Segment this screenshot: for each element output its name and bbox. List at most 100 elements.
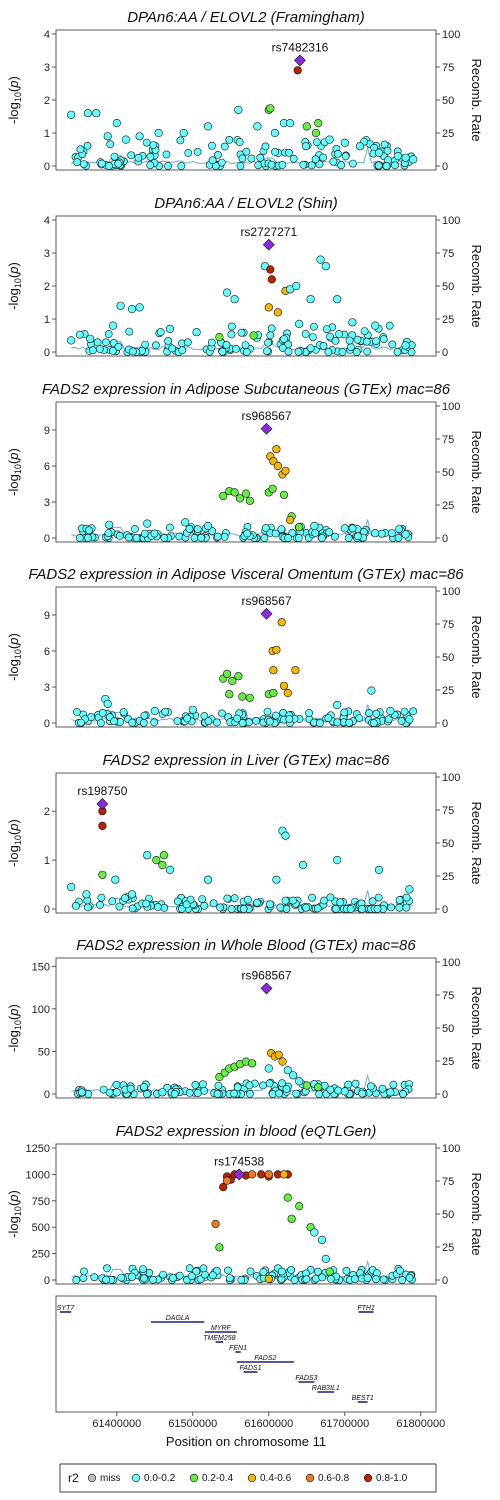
x-tick-label: 61500000	[168, 1418, 217, 1430]
snp-point	[308, 333, 317, 341]
snp-point	[353, 532, 362, 541]
snp-point	[159, 1270, 167, 1279]
snp-point	[111, 875, 120, 884]
snp-point	[98, 709, 107, 717]
snp-point	[213, 1090, 222, 1098]
snp-point	[278, 344, 287, 352]
snp-point	[225, 690, 234, 699]
gene-label: SYT7	[57, 1305, 76, 1312]
snp-point	[125, 327, 134, 336]
snp-point	[233, 1083, 242, 1092]
snp-point	[401, 153, 410, 162]
panel-title: FADS2 expression in Adipose Subcutaneous…	[42, 381, 451, 398]
y2-tick-label: 25	[442, 128, 454, 140]
snp-point	[232, 344, 240, 353]
snp-point	[275, 1089, 283, 1098]
y-tick-label: 3	[44, 497, 50, 509]
y2-tick-label: 0	[442, 904, 448, 916]
snp-point	[199, 1264, 208, 1273]
snp-point	[158, 1088, 167, 1097]
snp-point	[393, 347, 402, 356]
snp-point	[369, 719, 378, 727]
y2-tick-label: 25	[442, 685, 454, 697]
y2-axis-label: Recomb. Rate	[469, 986, 484, 1069]
snp-point	[374, 161, 383, 170]
snp-point	[405, 715, 414, 724]
y-axis-label: -log10(p)	[6, 76, 23, 124]
snp-point	[213, 150, 222, 159]
snp-point	[387, 529, 396, 538]
y-tick-label: 0	[44, 904, 50, 916]
snp-point	[142, 899, 151, 908]
snp-point	[389, 1080, 398, 1089]
lead-snp-label: rs968567	[241, 409, 291, 423]
snp-point	[214, 1081, 223, 1090]
snp-point	[105, 162, 113, 170]
legend-swatch	[87, 1473, 97, 1483]
snp-point	[230, 295, 239, 304]
snp-point	[384, 715, 393, 724]
snp-point	[401, 341, 410, 350]
snp-point	[105, 520, 114, 529]
snp-point	[228, 676, 237, 686]
snp-point	[82, 890, 91, 899]
snp-point	[358, 1089, 367, 1098]
snp-point	[200, 1086, 209, 1095]
lead-snp-marker	[233, 1168, 246, 1181]
snp-point	[162, 150, 171, 159]
snp-point	[279, 490, 289, 499]
snp-point	[333, 149, 342, 158]
snp-point	[372, 337, 380, 345]
y-tick-label: 9	[44, 610, 50, 622]
snp-point	[399, 1090, 407, 1098]
snp-point	[295, 319, 304, 329]
y-tick-label: 100	[32, 1004, 50, 1016]
snp-point	[294, 347, 303, 356]
snp-point	[344, 534, 353, 542]
snp-point	[341, 152, 350, 161]
snp-point	[114, 159, 123, 168]
x-tick-label: 61600000	[244, 1418, 293, 1430]
y2-tick-label: 100	[442, 401, 460, 413]
snp-point	[318, 1273, 327, 1282]
snp-point	[150, 718, 158, 727]
snp-point	[402, 893, 411, 902]
snp-point	[207, 338, 216, 347]
x-tick-label: 61800000	[396, 1418, 445, 1430]
snp-point	[270, 128, 280, 138]
snp-point	[245, 1090, 254, 1098]
snp-point	[97, 893, 106, 902]
snp-point	[115, 902, 124, 911]
snp-point	[192, 1267, 201, 1276]
snp-point	[257, 1170, 266, 1179]
snp-point	[104, 330, 113, 338]
snp-point	[340, 1087, 349, 1096]
y-tick-label: 3	[44, 62, 50, 74]
snp-point	[213, 532, 222, 541]
snp-point	[128, 904, 137, 913]
snp-point	[185, 1089, 194, 1097]
snp-point	[160, 534, 169, 542]
snp-point	[159, 851, 168, 860]
panel-frame	[55, 957, 437, 1099]
snp-point	[355, 714, 364, 722]
snp-point	[220, 142, 229, 151]
snp-point	[75, 534, 84, 542]
y2-axis-label: Recomb. Rate	[469, 615, 484, 698]
snp-point	[200, 901, 209, 910]
y2-tick-label: 50	[442, 467, 454, 479]
snp-point	[386, 1088, 395, 1097]
lead-snp-label: rs968567	[241, 594, 291, 608]
snp-point	[77, 718, 85, 727]
snp-point	[185, 524, 194, 533]
snp-point	[266, 265, 275, 274]
snp-point	[121, 135, 130, 144]
snp-point	[281, 466, 290, 475]
snp-point	[278, 1079, 286, 1088]
snp-point	[277, 618, 286, 627]
y2-tick-label: 0	[442, 347, 448, 359]
snp-point	[219, 491, 228, 501]
y2-tick-label: 75	[442, 248, 454, 260]
y2-tick-label: 0	[442, 533, 448, 545]
